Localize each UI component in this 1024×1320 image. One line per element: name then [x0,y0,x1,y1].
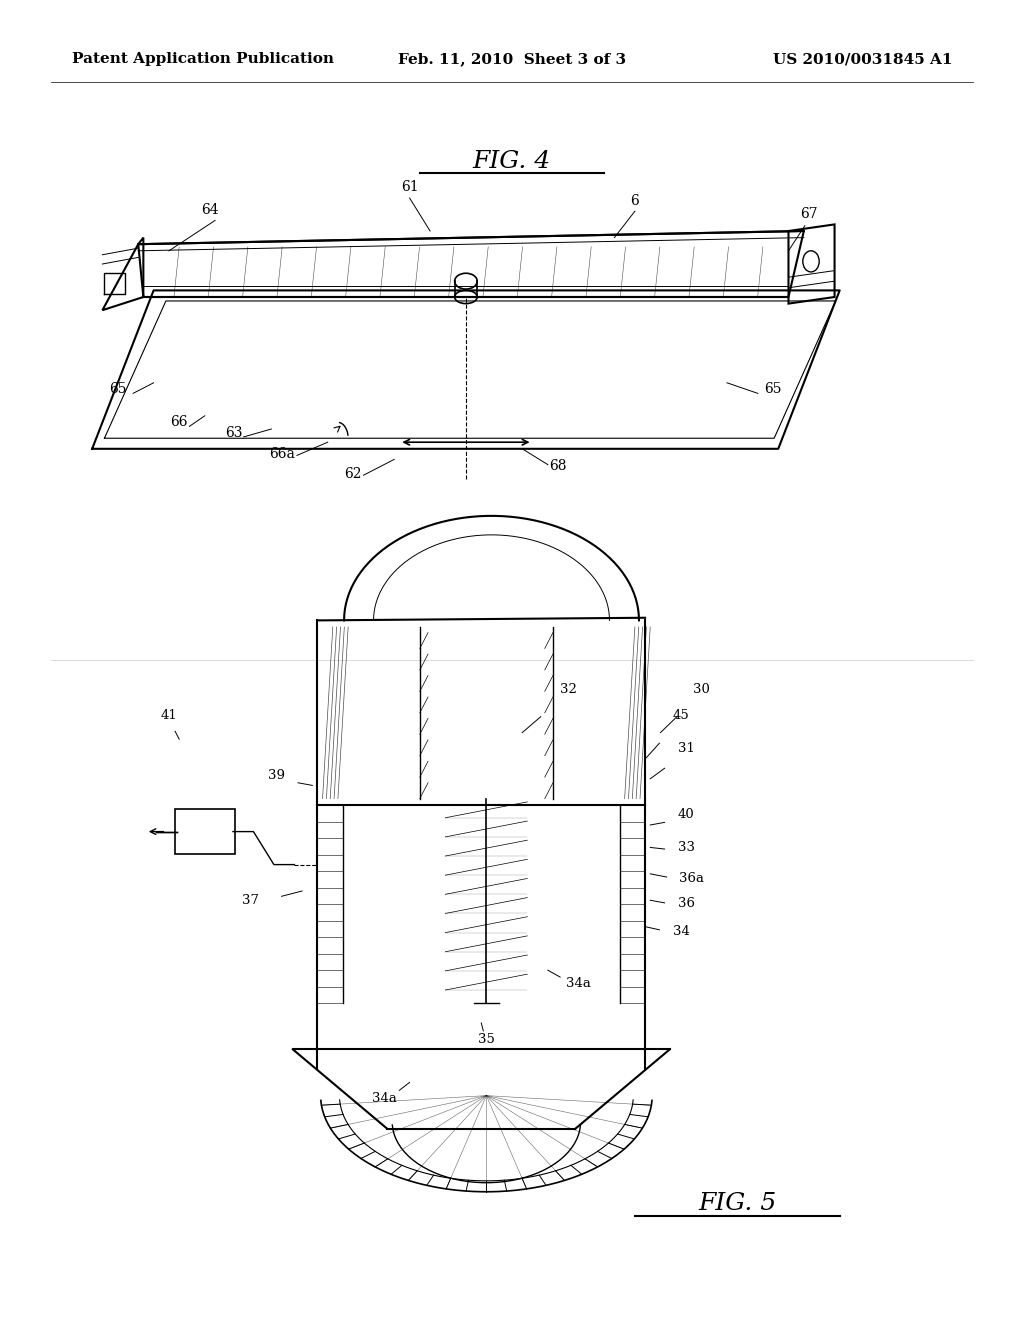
Text: 67: 67 [800,207,818,220]
Text: 39: 39 [268,768,285,781]
Text: 65: 65 [764,383,782,396]
Text: 34a: 34a [566,977,591,990]
Text: US 2010/0031845 A1: US 2010/0031845 A1 [773,53,952,66]
Text: FIG. 5: FIG. 5 [698,1192,776,1216]
Text: 36a: 36a [679,871,703,884]
Text: 6: 6 [631,194,639,207]
Text: 45: 45 [673,709,689,722]
Text: 68: 68 [549,459,567,473]
Text: 65: 65 [109,383,127,396]
Text: 34: 34 [673,924,689,937]
Text: 66a: 66a [268,447,295,461]
Ellipse shape [455,290,477,304]
Text: Feb. 11, 2010  Sheet 3 of 3: Feb. 11, 2010 Sheet 3 of 3 [398,53,626,66]
Text: 37: 37 [243,894,259,907]
Text: 31: 31 [678,742,694,755]
Text: 35: 35 [478,1032,495,1045]
Text: 34a: 34a [372,1092,396,1105]
Text: 30: 30 [693,682,710,696]
Circle shape [803,251,819,272]
Text: 61: 61 [400,181,419,194]
Text: 66: 66 [170,416,188,429]
Polygon shape [102,238,143,310]
Text: 33: 33 [678,841,694,854]
Text: FIG. 4: FIG. 4 [473,149,551,173]
Text: 41: 41 [161,709,177,722]
Text: 40: 40 [678,808,694,821]
Text: 62: 62 [344,467,362,480]
Polygon shape [788,224,835,304]
Text: Patent Application Publication: Patent Application Publication [72,53,334,66]
Ellipse shape [455,273,477,289]
Text: 64: 64 [201,203,219,216]
FancyBboxPatch shape [174,809,236,854]
Text: 32: 32 [560,682,577,696]
Text: 36: 36 [678,896,694,909]
Text: 63: 63 [224,426,243,440]
